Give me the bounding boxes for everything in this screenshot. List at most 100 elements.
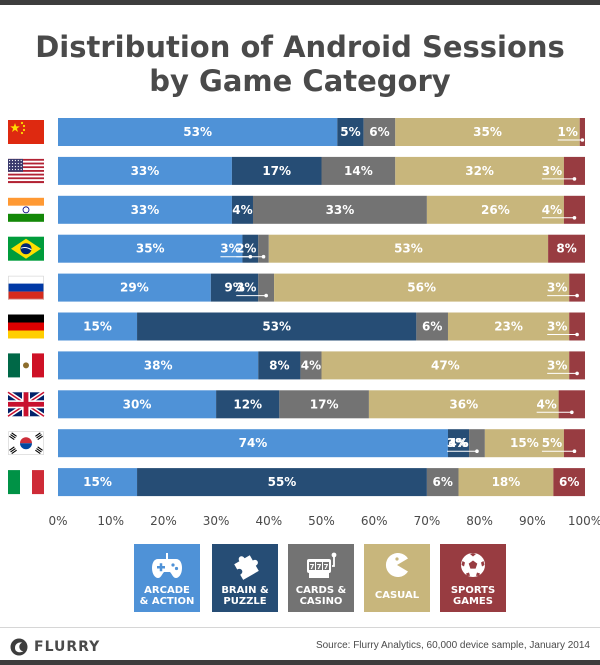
bar-segment	[300, 351, 322, 380]
bar-segment	[58, 468, 138, 497]
legend-label-line-2: CASINO	[299, 596, 343, 607]
italy-flag-icon	[8, 470, 44, 495]
chart-title-line-2: by Game Category	[149, 64, 451, 98]
data-label: 8%	[556, 242, 576, 256]
label-leader-dot	[575, 293, 579, 298]
legend-label-line-2: PUZZLE	[223, 596, 267, 607]
data-label: 33%	[326, 203, 355, 217]
data-label: 23%	[494, 320, 523, 334]
legend-label-line-1: CASUAL	[374, 590, 420, 601]
data-label: 3%	[236, 281, 256, 295]
legend: ARCADE & ACTION BRAIN & PUZZLE 7 7 7 CAR…	[0, 544, 600, 612]
label-leader-dot	[261, 254, 266, 259]
data-label: 47%	[431, 358, 460, 372]
data-label: 6%	[559, 475, 579, 489]
footer: FLURRY Source: Flurry Analytics, 60,000 …	[0, 627, 600, 665]
india-flag-icon	[8, 197, 44, 222]
puzzle-piece-icon	[234, 555, 259, 580]
bar-segment	[268, 234, 549, 263]
south-korea-flag-icon	[8, 431, 44, 456]
bar-segment	[563, 156, 585, 185]
x-tick-label: 60%	[361, 514, 388, 528]
bar-segment	[321, 351, 570, 380]
bar-segment	[216, 390, 280, 419]
bar-segment	[469, 429, 485, 458]
bar-segment	[569, 273, 585, 302]
label-leader-dot	[264, 293, 268, 298]
bar-segment	[137, 312, 417, 341]
bar-segment	[563, 195, 585, 224]
bar-segment	[363, 118, 396, 146]
bar-segment	[368, 390, 559, 419]
bar-segment	[563, 429, 585, 458]
mexico-flag-icon	[8, 353, 44, 378]
bar-segment	[447, 429, 470, 458]
data-label: 17%	[310, 397, 339, 411]
pacman-icon	[385, 553, 408, 577]
data-label: 53%	[183, 125, 212, 139]
data-label: 14%	[344, 164, 373, 178]
label-leader-dot	[570, 410, 574, 415]
bar-segment	[242, 234, 259, 263]
data-label: 1%	[558, 125, 578, 139]
data-label: 12%	[233, 397, 262, 411]
x-tick-label: 40%	[255, 514, 282, 528]
data-label: 3%	[547, 320, 567, 334]
data-label: 3%	[542, 164, 562, 178]
x-tick-label: 80%	[466, 514, 493, 528]
bar-segment	[258, 351, 301, 380]
svg-text:7: 7	[317, 563, 322, 571]
bar-segment	[252, 195, 427, 224]
legend-label-line-1: SPORTS	[450, 585, 496, 596]
brazil-flag-icon	[8, 236, 44, 261]
data-label: 15%	[83, 475, 112, 489]
label-leader-dot	[580, 138, 585, 142]
china-flag-icon	[8, 120, 44, 144]
data-label: 3%	[547, 358, 567, 372]
data-label: 6%	[422, 320, 442, 334]
bar-segment	[447, 312, 570, 341]
legend-label-line-1: CARDS &	[295, 585, 347, 596]
data-label: 4%	[542, 203, 562, 217]
data-label: 2%	[236, 242, 256, 256]
x-tick-label: 30%	[203, 514, 230, 528]
data-label: 33%	[131, 164, 160, 178]
bar-segment	[553, 468, 585, 497]
legend-label-line-1: ARCADE	[144, 585, 190, 596]
chart-title-line-1: Distribution of Android Sessions	[35, 30, 565, 64]
x-tick-label: 70%	[414, 514, 441, 528]
bar-segment	[548, 234, 585, 263]
data-label: 55%	[268, 475, 297, 489]
data-label: 32%	[465, 164, 494, 178]
data-label: 35%	[136, 242, 165, 256]
bar-segment	[395, 118, 580, 146]
label-leader-dot	[475, 449, 479, 454]
bar-segment	[569, 351, 585, 380]
data-label: 6%	[433, 475, 453, 489]
bar-segment	[58, 351, 259, 380]
source-note: Source: Flurry Analytics, 60,000 device …	[315, 640, 590, 651]
data-label: 15%	[510, 436, 539, 450]
data-label: 17%	[262, 164, 291, 178]
legend-label-line-2: GAMES	[453, 596, 493, 607]
germany-flag-icon	[8, 314, 44, 339]
data-label: 6%	[369, 125, 389, 139]
flurry-logo-text: FLURRY	[34, 639, 101, 655]
bar-segment	[395, 156, 564, 185]
label-leader-dot	[572, 216, 577, 220]
bar-segment	[58, 234, 243, 263]
data-label: 74%	[239, 436, 268, 450]
bar-segment	[58, 429, 448, 458]
data-label: 4%	[301, 358, 321, 372]
legend-item-arcade-action: ARCADE & ACTION	[134, 544, 200, 612]
bar-segment	[458, 468, 554, 497]
bar-segment	[579, 118, 585, 146]
data-label: 5%	[542, 436, 562, 450]
data-label: 9%	[224, 281, 244, 295]
bar-segment	[58, 273, 211, 302]
bar-segment	[58, 312, 138, 341]
x-tick-label: 90%	[519, 514, 546, 528]
data-label: 36%	[449, 397, 478, 411]
legend-item-cards-casino: 7 7 7 CARDS & CASINO	[288, 544, 354, 612]
bar-segment	[58, 390, 217, 419]
